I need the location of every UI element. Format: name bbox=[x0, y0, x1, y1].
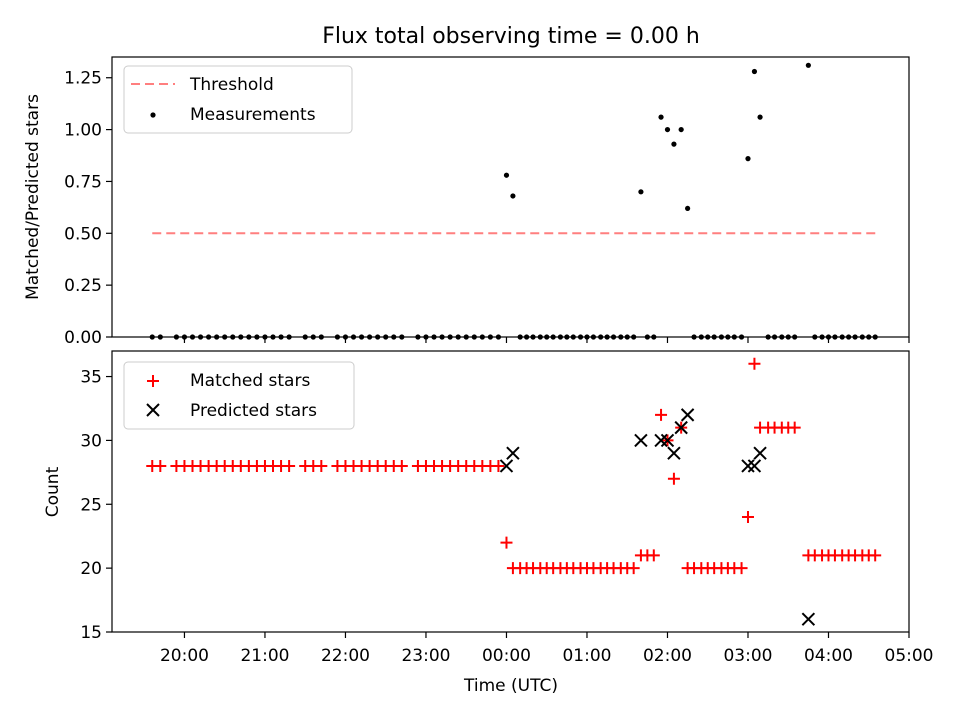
y-tick-label: 0.25 bbox=[64, 276, 102, 296]
measurement-point bbox=[503, 172, 510, 178]
y-tick-label: 0.50 bbox=[64, 224, 102, 244]
measurement-point bbox=[510, 193, 516, 199]
measurement-point bbox=[678, 126, 684, 133]
x-tick-label: 23:00 bbox=[401, 646, 450, 666]
matched-star-point bbox=[154, 459, 167, 472]
bottom-axes-ylabel: Count bbox=[43, 466, 63, 517]
predicted-star-point bbox=[747, 459, 762, 473]
predicted-star-point bbox=[801, 612, 816, 626]
predicted-star-point bbox=[634, 433, 648, 448]
legend-entry-predicted: Predicted stars bbox=[190, 401, 317, 421]
measurement-point bbox=[757, 114, 763, 120]
x-tick-label: 02:00 bbox=[643, 646, 692, 666]
matched-star-point bbox=[741, 511, 754, 524]
y-tick-label: 1.25 bbox=[64, 69, 102, 89]
matched-star-point bbox=[315, 459, 328, 472]
measurement-point bbox=[671, 141, 677, 147]
predicted-star-point bbox=[667, 446, 681, 460]
matched-star-point bbox=[667, 472, 680, 485]
predicted-star-point bbox=[741, 459, 755, 473]
top-axes: 0.00 0.25 0.50 0.75 1.00 1.25 Matched/Predict… bbox=[23, 56, 910, 348]
matched-star-point bbox=[788, 421, 801, 434]
x-tick-label: 00:00 bbox=[482, 646, 531, 666]
legend-entry-matched: Matched stars bbox=[190, 371, 310, 391]
y-tick-label: 15 bbox=[80, 623, 102, 643]
x-tick-label: 01:00 bbox=[562, 646, 611, 666]
matched-star-point bbox=[492, 459, 505, 472]
measurement-point bbox=[664, 126, 671, 133]
matched-star-point bbox=[283, 459, 296, 472]
measurement-legend-marker bbox=[150, 112, 156, 118]
y-tick-label: 25 bbox=[80, 495, 102, 515]
top-legend: Threshold Measurements bbox=[123, 65, 353, 134]
bottom-axes-frame bbox=[111, 350, 910, 633]
matched-star-point bbox=[735, 562, 748, 575]
y-tick-label: 35 bbox=[80, 368, 102, 388]
x-tick-label: 22:00 bbox=[321, 646, 370, 666]
x-tick-label: 03:00 bbox=[723, 646, 772, 666]
predicted-star-point bbox=[499, 459, 514, 473]
matched-star-point bbox=[500, 536, 513, 549]
matched-legend-marker bbox=[147, 375, 159, 387]
top-axes-ylabel: Matched/Predicted stars bbox=[23, 94, 43, 300]
top-legend-box bbox=[123, 65, 353, 134]
bottom-legend-box bbox=[123, 361, 355, 430]
measurement-point bbox=[638, 189, 644, 195]
legend-entry-threshold: Threshold bbox=[189, 75, 274, 95]
predicted-star-point bbox=[660, 433, 675, 448]
matched-star-point bbox=[395, 459, 408, 472]
y-tick-label: 0.00 bbox=[64, 328, 102, 348]
measurement-point bbox=[658, 114, 664, 120]
matched-star-point bbox=[655, 408, 668, 421]
predicted-star-point bbox=[680, 408, 695, 422]
figure-title: Flux total observing time = 0.00 h bbox=[322, 24, 700, 49]
legend-entry-measurements: Measurements bbox=[190, 105, 316, 125]
measurement-point bbox=[805, 62, 811, 68]
matched-star-point bbox=[647, 549, 660, 562]
y-tick-label: 1.00 bbox=[64, 121, 102, 141]
predicted-star-point bbox=[753, 446, 767, 460]
x-axis-label: Time (UTC) bbox=[463, 676, 558, 696]
y-tick-label: 30 bbox=[80, 431, 102, 451]
measurement-point bbox=[751, 68, 758, 75]
x-tick-label: 20:00 bbox=[160, 646, 209, 666]
bottom-axes: 15 20 25 30 35 20:00 21:00 22:00 23:00 00:00 01:00… bbox=[43, 350, 934, 696]
x-tick-label: 21:00 bbox=[240, 646, 289, 666]
top-axes-frame bbox=[111, 56, 910, 338]
predicted-star-point bbox=[674, 420, 688, 435]
predicted-star-point bbox=[506, 446, 520, 460]
bottom-legend: Matched stars Predicted stars bbox=[123, 361, 355, 430]
matched-star-point bbox=[869, 549, 882, 562]
x-tick-label: 05:00 bbox=[885, 646, 934, 666]
x-tick-label: 04:00 bbox=[804, 646, 853, 666]
matched-star-point bbox=[627, 562, 640, 575]
measurement-point bbox=[685, 205, 691, 212]
predicted-star-point bbox=[654, 433, 668, 448]
y-tick-label: 0.75 bbox=[64, 172, 102, 192]
y-tick-label: 20 bbox=[80, 559, 102, 579]
predicted-legend-marker bbox=[146, 403, 160, 417]
measurement-point bbox=[745, 156, 751, 162]
matched-star-point bbox=[748, 357, 761, 370]
